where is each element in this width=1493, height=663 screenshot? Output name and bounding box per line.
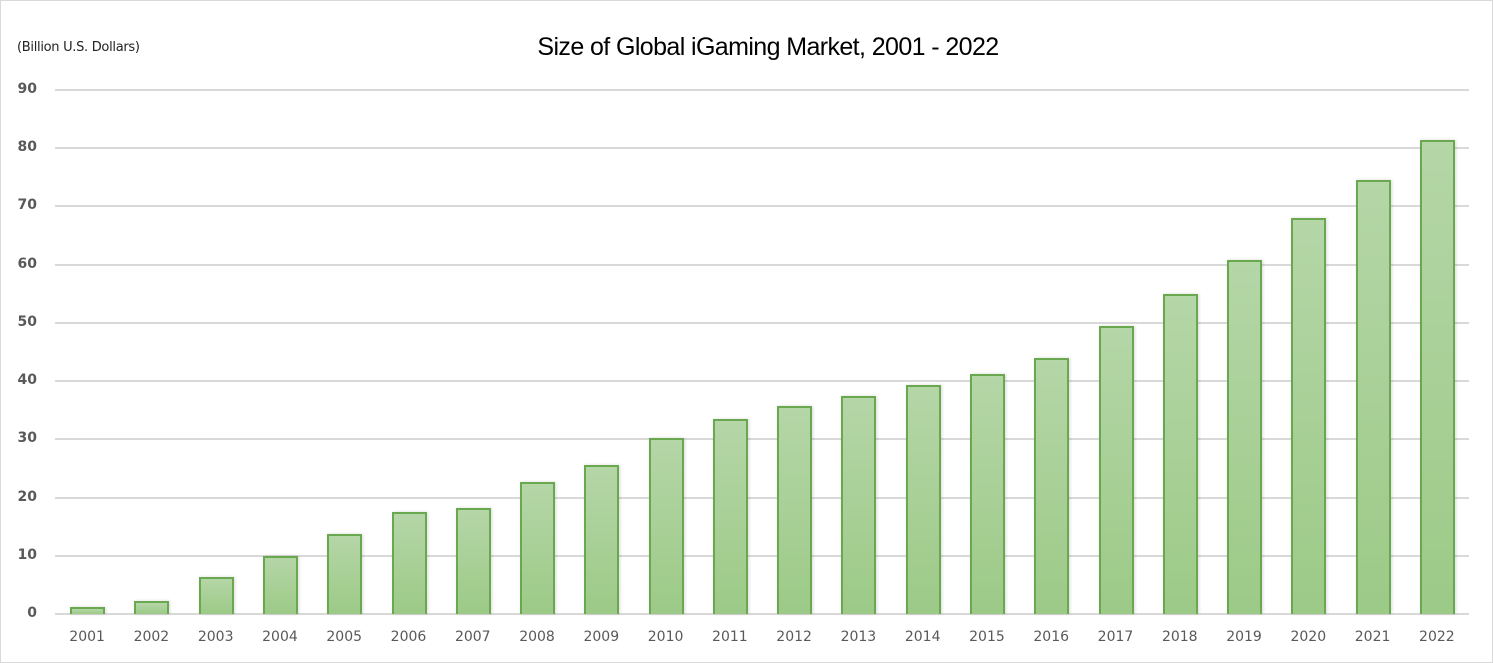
x-tick-label: 2001 — [69, 629, 105, 645]
y-axis-unit-label: (Billion U.S. Dollars) — [17, 40, 140, 55]
bar — [327, 533, 363, 614]
bar — [905, 385, 941, 614]
bar — [777, 406, 813, 614]
chart-title: Size of Global iGaming Market, 2001 - 20… — [537, 33, 999, 61]
gridline — [55, 147, 1469, 150]
gridline — [55, 321, 1469, 324]
y-tick-label: 0 — [27, 605, 37, 621]
gridline — [55, 496, 1469, 499]
x-tick-label: 2018 — [1161, 629, 1198, 645]
bar — [455, 508, 491, 614]
x-tick-label: 2003 — [197, 629, 234, 645]
x-tick-label: 2020 — [1290, 629, 1327, 645]
y-tick-label: 40 — [17, 372, 37, 389]
y-tick-label: 30 — [17, 430, 37, 447]
x-tick-label: 2005 — [326, 629, 363, 645]
bar — [262, 555, 298, 614]
x-tick-label: 2002 — [133, 629, 170, 645]
bar — [520, 481, 556, 614]
bar — [1227, 260, 1263, 614]
x-tick-label: 2006 — [390, 629, 427, 645]
gridline — [55, 613, 1469, 615]
x-tick-label: 2011 — [712, 629, 748, 645]
bar — [1034, 357, 1070, 614]
gridline — [55, 89, 1469, 91]
gridline — [55, 380, 1469, 383]
y-tick-label: 90 — [17, 81, 37, 97]
gridline — [55, 554, 1469, 557]
x-tick-label: 2019 — [1226, 629, 1262, 645]
x-tick-label: 2014 — [904, 629, 941, 645]
gridline — [55, 438, 1469, 441]
y-tick-label: 70 — [17, 197, 37, 214]
x-tick-label: 2022 — [1419, 629, 1455, 645]
x-tick-label: 2012 — [776, 629, 812, 645]
x-tick-label: 2008 — [519, 629, 555, 645]
y-tick-label: 60 — [17, 255, 37, 272]
y-tick-label: 50 — [17, 313, 37, 330]
x-tick-label: 2010 — [647, 629, 684, 645]
bar — [134, 600, 170, 614]
bar — [1291, 218, 1327, 614]
plot-area — [55, 89, 1469, 615]
x-tick-label: 2013 — [840, 629, 877, 645]
bar — [1162, 293, 1198, 614]
x-tick-label: 2016 — [1033, 629, 1070, 645]
bar — [584, 464, 620, 614]
bar — [391, 512, 427, 614]
gridline — [55, 205, 1469, 208]
x-tick-label: 2017 — [1097, 629, 1134, 645]
x-tick-label: 2007 — [454, 629, 491, 645]
x-tick-label: 2015 — [969, 629, 1005, 645]
bar — [841, 395, 877, 614]
bar — [712, 418, 748, 614]
y-tick-label: 80 — [17, 139, 37, 156]
bar — [969, 374, 1005, 614]
bar — [198, 576, 234, 614]
x-tick-label: 2009 — [583, 629, 620, 645]
gridline — [55, 263, 1469, 266]
y-tick-label: 10 — [17, 546, 37, 563]
bar — [648, 437, 684, 614]
bar — [1098, 325, 1134, 614]
x-tick-label: 2021 — [1354, 629, 1391, 645]
bar — [70, 607, 106, 614]
x-tick-label: 2004 — [262, 629, 298, 645]
bar — [1355, 179, 1391, 614]
bar — [1419, 140, 1455, 614]
y-tick-label: 20 — [17, 488, 37, 505]
